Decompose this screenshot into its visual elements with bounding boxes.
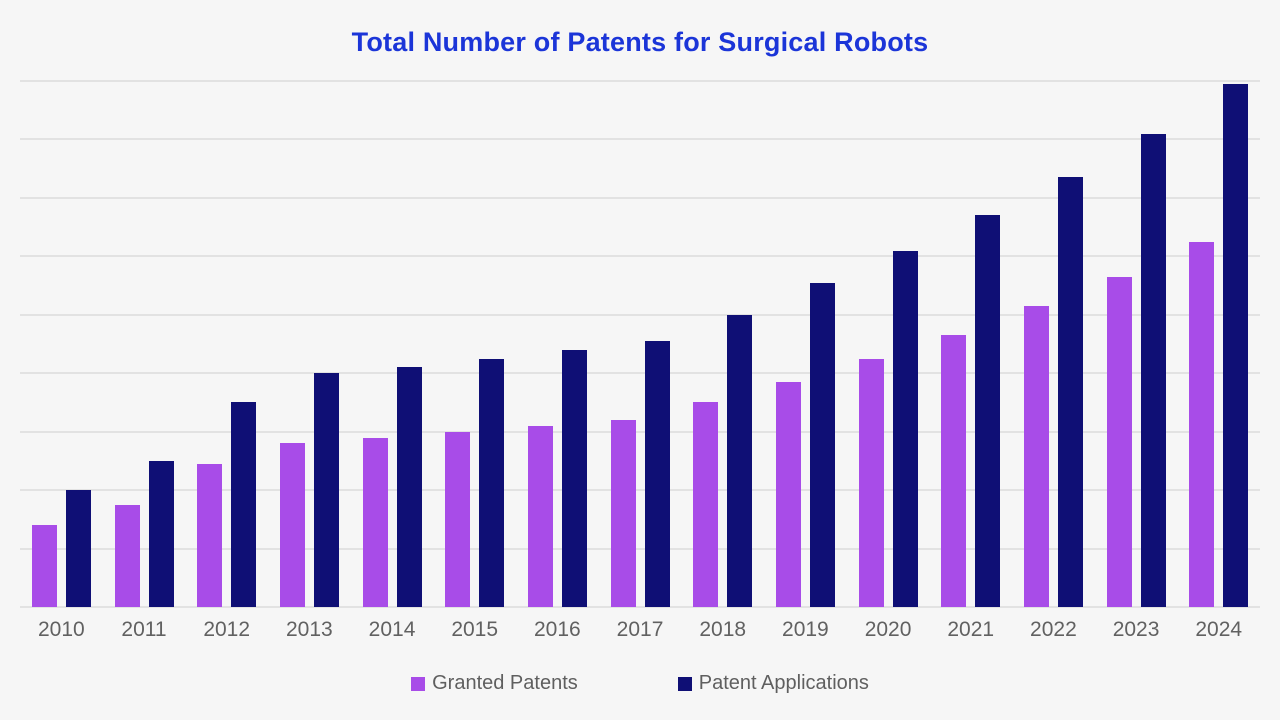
bar-granted-patents-2015 xyxy=(445,431,471,607)
legend-item-patent-applications: Patent Applications xyxy=(677,672,869,695)
x-axis-label-2013: 2013 xyxy=(285,618,333,641)
x-axis-label-2016: 2016 xyxy=(534,618,581,641)
x-axis-label-2017: 2017 xyxy=(616,618,664,641)
bar-patent-applications-2023 xyxy=(1140,133,1166,607)
bar-granted-patents-2013 xyxy=(279,443,305,607)
bar-group-2020 xyxy=(847,81,930,607)
bar-granted-patents-2016 xyxy=(527,425,553,607)
x-axis-label-2010: 2010 xyxy=(37,618,85,641)
bars-row xyxy=(20,81,1260,607)
legend-swatch-icon xyxy=(677,676,692,691)
gridline-600 xyxy=(20,255,1260,258)
bar-patent-applications-2012 xyxy=(231,402,257,607)
gridline-100 xyxy=(20,547,1260,550)
x-axis-label-2020: 2020 xyxy=(864,618,912,641)
plot-area xyxy=(20,80,1260,608)
bar-group-2024 xyxy=(1177,81,1260,607)
bar-group-2021 xyxy=(929,81,1012,607)
bar-group-2017 xyxy=(599,81,682,607)
bar-granted-patents-2024 xyxy=(1189,241,1215,607)
gridline-700 xyxy=(20,196,1260,199)
legend-item-granted-patents: Granted Patents xyxy=(411,672,578,695)
bar-patent-applications-2022 xyxy=(1057,177,1083,607)
x-axis-labels: 2010 2011 2012 2013 2014 2015 2016 2017 2018 2019… xyxy=(20,618,1260,642)
bar-granted-patents-2021 xyxy=(941,335,967,607)
gridline-300 xyxy=(20,430,1260,433)
legend-label: Patent Applications xyxy=(698,672,869,694)
bar-group-2013 xyxy=(268,81,351,607)
gridline-0 xyxy=(20,606,1260,608)
bar-group-2015 xyxy=(433,81,516,607)
x-axis-label-2011: 2011 xyxy=(121,618,167,641)
x-axis-label-2019: 2019 xyxy=(782,618,829,641)
x-axis-label-2015: 2015 xyxy=(451,618,499,641)
bar-group-2023 xyxy=(1095,81,1178,607)
gridline-200 xyxy=(20,489,1260,492)
bar-patent-applications-2013 xyxy=(313,373,339,607)
bar-group-2014 xyxy=(351,81,434,607)
bar-granted-patents-2014 xyxy=(362,437,388,607)
bar-patent-applications-2016 xyxy=(561,349,587,607)
bar-patent-applications-2010 xyxy=(65,490,91,607)
bar-patent-applications-2021 xyxy=(975,215,1001,607)
bar-patent-applications-2017 xyxy=(644,341,670,607)
gridline-800 xyxy=(20,138,1260,141)
legend: Granted Patents Patent Applications xyxy=(0,672,1280,695)
bar-granted-patents-2023 xyxy=(1106,276,1132,607)
bar-patent-applications-2015 xyxy=(479,358,505,607)
bar-granted-patents-2020 xyxy=(858,358,884,607)
bar-patent-applications-2024 xyxy=(1223,83,1249,607)
legend-swatch-icon xyxy=(411,676,426,691)
bar-patent-applications-2018 xyxy=(727,314,753,607)
bar-granted-patents-2017 xyxy=(610,419,636,607)
bar-patent-applications-2014 xyxy=(396,367,422,607)
bar-group-2010 xyxy=(20,81,103,607)
bar-group-2022 xyxy=(1012,81,1095,607)
gridline-900 xyxy=(20,80,1260,82)
x-axis-label-2012: 2012 xyxy=(203,618,251,641)
x-axis-label-2022: 2022 xyxy=(1030,618,1077,641)
chart-title: Total Number of Patents for Surgical Rob… xyxy=(351,27,929,57)
bar-granted-patents-2022 xyxy=(1023,306,1049,607)
bar-group-2019 xyxy=(764,81,847,607)
bar-group-2016 xyxy=(516,81,599,607)
bar-group-2011 xyxy=(103,81,186,607)
bar-group-2012 xyxy=(185,81,268,607)
x-axis-label-2014: 2014 xyxy=(368,618,416,641)
x-axis-label-2024: 2024 xyxy=(1195,618,1243,641)
bar-granted-patents-2012 xyxy=(197,463,223,607)
bar-patent-applications-2011 xyxy=(148,460,174,607)
bar-patent-applications-2019 xyxy=(809,282,835,607)
bar-granted-patents-2011 xyxy=(114,504,140,607)
gridline-500 xyxy=(20,313,1260,316)
gridline-400 xyxy=(20,372,1260,375)
x-axis-label-2023: 2023 xyxy=(1112,618,1160,641)
bar-granted-patents-2018 xyxy=(693,402,719,607)
legend-label: Granted Patents xyxy=(432,672,578,694)
bar-patent-applications-2020 xyxy=(892,250,918,607)
bar-group-2018 xyxy=(681,81,764,607)
bar-granted-patents-2010 xyxy=(31,525,57,607)
x-axis-label-2021: 2021 xyxy=(947,618,995,641)
bar-granted-patents-2019 xyxy=(775,382,801,607)
x-axis-label-2018: 2018 xyxy=(699,618,747,641)
